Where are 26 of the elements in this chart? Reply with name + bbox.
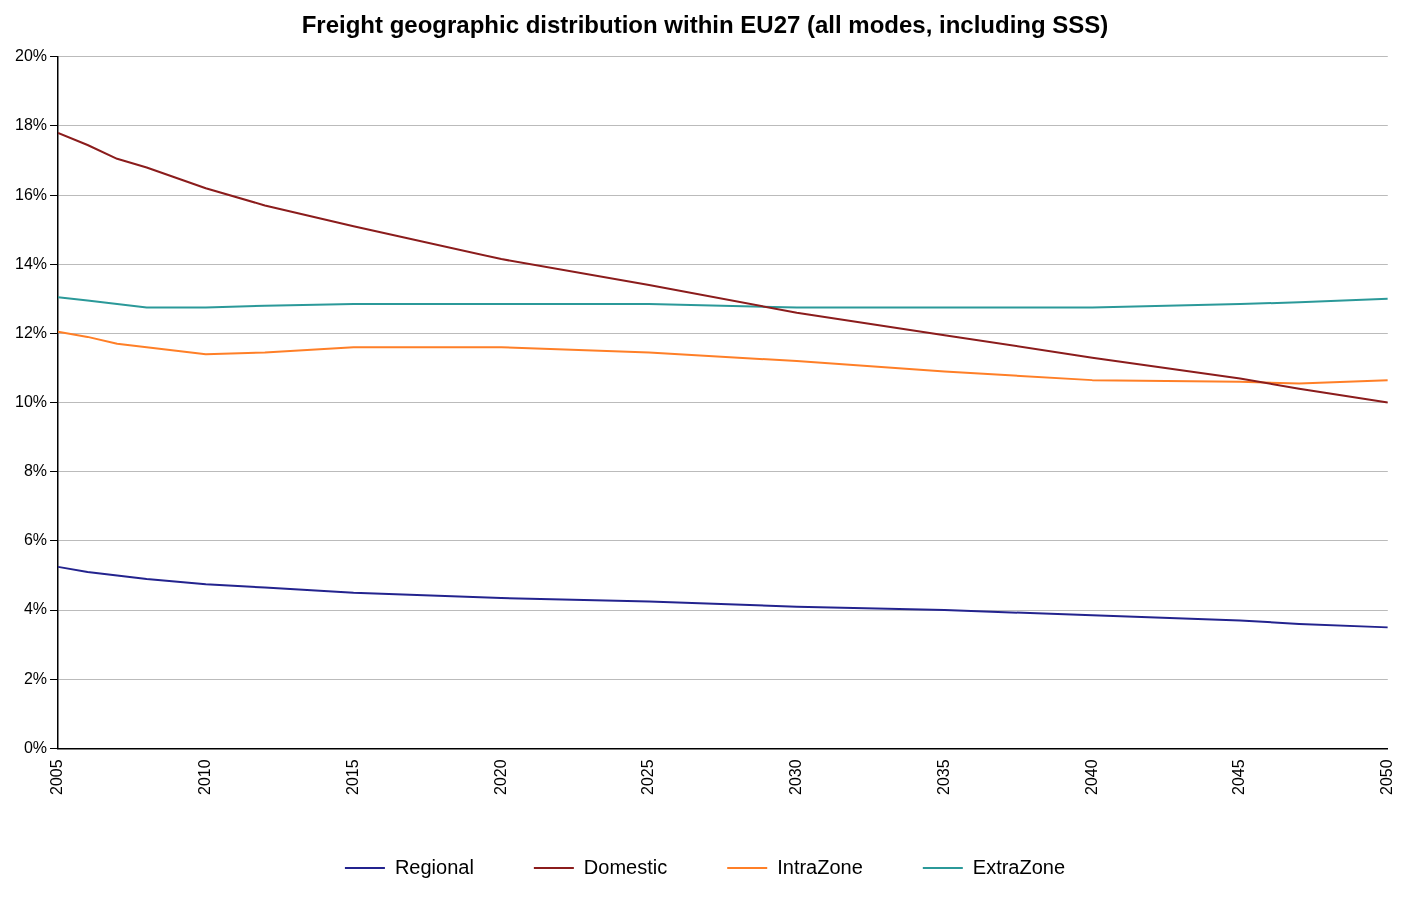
x-tick-label: 2005 [48, 759, 66, 795]
x-tick-label: 2035 [934, 759, 952, 795]
x-tick-label: 2030 [787, 759, 805, 795]
y-tick-label: 16% [14, 185, 48, 203]
x-tick-label: 2045 [1230, 759, 1248, 795]
chart-title: Freight geographic distribution within EU27 (all modes, including SSS) [301, 11, 1109, 39]
x-tick-label: 2015 [343, 759, 361, 795]
legend-label: ExtraZone [972, 855, 1066, 878]
y-tick-label: 0% [23, 738, 48, 756]
y-tick-label: 4% [23, 600, 48, 618]
y-tick-label: 14% [14, 254, 48, 272]
y-tick-label: 20% [14, 47, 48, 65]
x-tick-label: 2010 [196, 759, 214, 795]
x-tick-label: 2020 [491, 759, 509, 795]
y-tick-label: 8% [23, 462, 48, 480]
x-tick-label: 2025 [639, 759, 657, 795]
y-tick-label: 6% [23, 531, 48, 549]
y-tick-label: 10% [14, 393, 48, 411]
legend-label: IntraZone [777, 855, 863, 878]
x-tick-label: 2040 [1082, 759, 1100, 795]
y-tick-label: 12% [14, 323, 48, 341]
legend-label: Regional [394, 855, 474, 878]
y-tick-label: 2% [23, 669, 48, 687]
y-tick-label: 18% [14, 116, 48, 134]
legend-label: Domestic [583, 855, 668, 878]
x-tick-label: 2050 [1378, 759, 1396, 795]
